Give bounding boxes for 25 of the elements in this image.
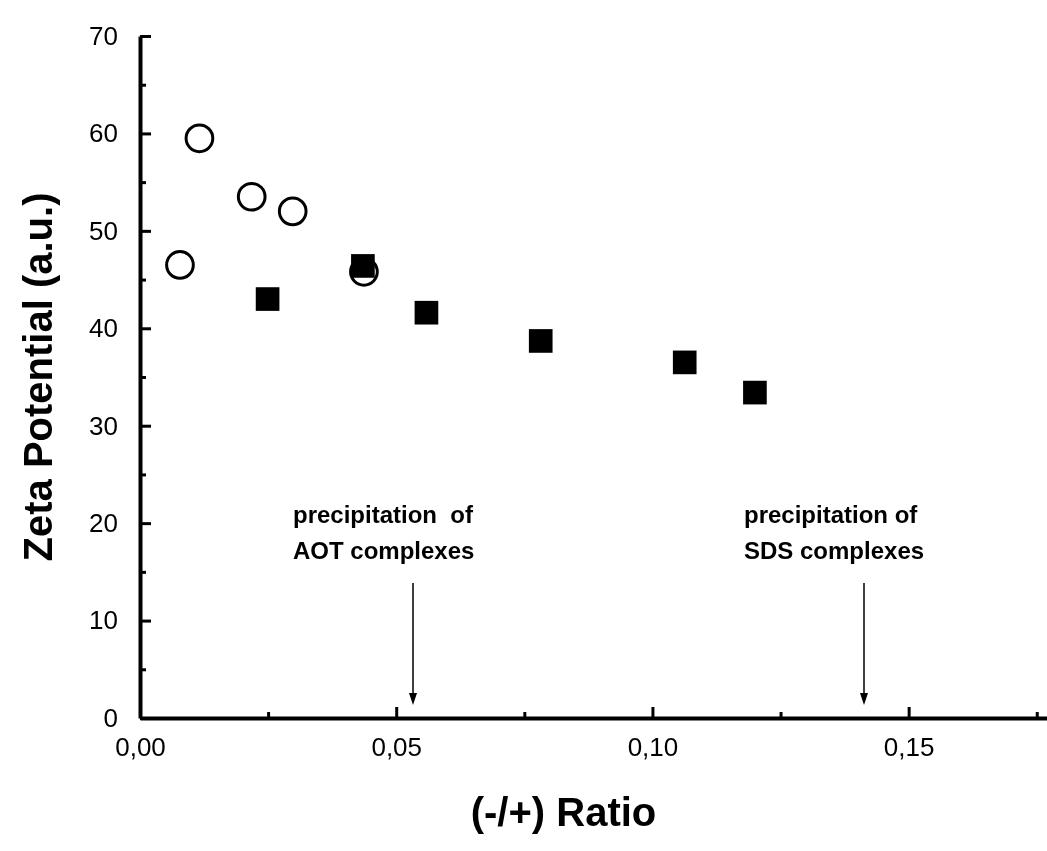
y-tick-label: 60 xyxy=(89,118,118,149)
y-tick-label: 30 xyxy=(89,410,118,441)
y-tick-label: 70 xyxy=(89,20,118,51)
y-tick-label: 10 xyxy=(89,605,118,636)
x-axis-title: (-/+) Ratio xyxy=(470,790,657,834)
point xyxy=(277,196,308,227)
point xyxy=(743,380,767,405)
point xyxy=(236,181,267,212)
y-axis-title: Zeta Potential (a.u.) xyxy=(16,192,60,562)
annotation: precipitation of AOT complexes xyxy=(293,501,475,564)
point xyxy=(184,123,215,154)
x-tick-label: 0,15 xyxy=(883,732,935,763)
y-tick-label: 0 xyxy=(103,702,118,733)
point xyxy=(414,300,439,325)
y-tick-label: 20 xyxy=(89,507,118,538)
y-tick-label: 40 xyxy=(89,313,118,344)
y-tick-label: 50 xyxy=(89,215,118,246)
point xyxy=(255,287,280,311)
point xyxy=(528,329,553,353)
x-tick-label: 0,00 xyxy=(115,732,166,763)
point xyxy=(165,250,195,280)
x-tick-label: 0,05 xyxy=(371,732,423,763)
annotation: precipitation of SDS complexes xyxy=(744,501,925,564)
x-tick-label: 0,10 xyxy=(627,732,679,763)
point xyxy=(672,350,697,375)
